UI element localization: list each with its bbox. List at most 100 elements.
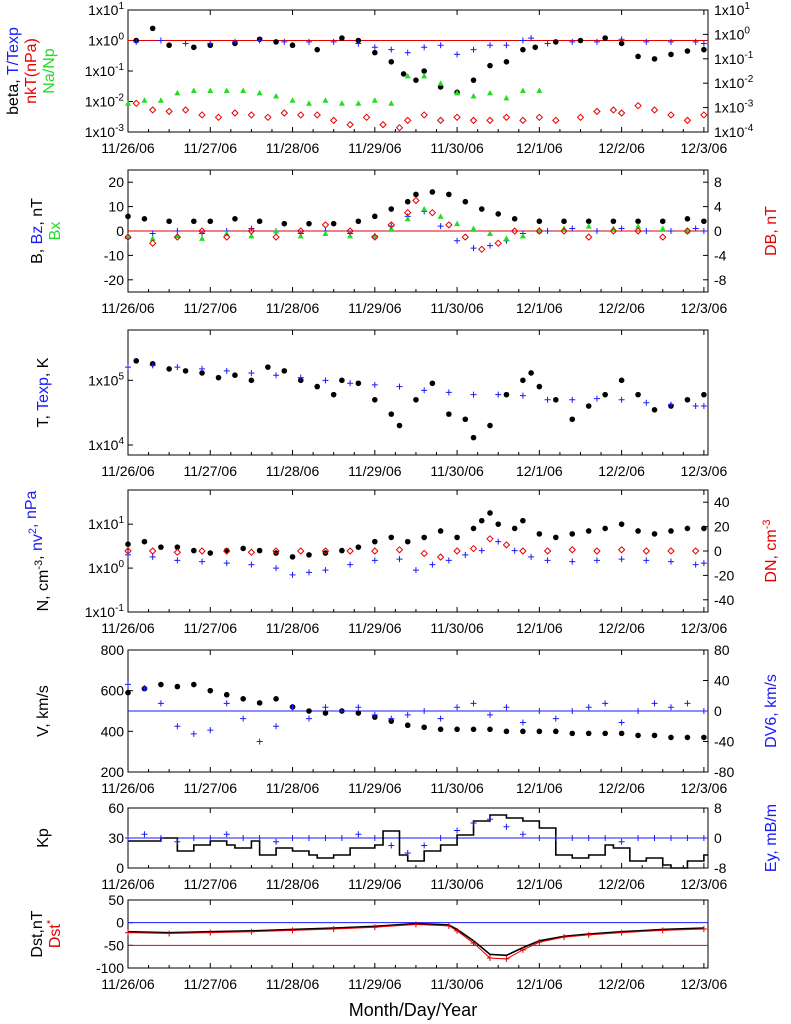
x-tick-label: 11/29/06 [348, 140, 402, 156]
data-point-plus [174, 364, 181, 371]
data-point-plus [454, 704, 461, 711]
data-point-dot [273, 696, 279, 702]
data-point-plus [692, 561, 699, 568]
data-point-dot [495, 521, 502, 527]
y-left-tick-label: 1x10-1 [85, 603, 125, 620]
data-point-dot [470, 525, 477, 532]
data-point-dot [372, 396, 378, 403]
data-point-dot [166, 218, 172, 225]
data-point-triangle [322, 97, 329, 103]
data-point-dot [610, 218, 617, 225]
data-point-diamond [461, 233, 470, 241]
data-point-diamond [436, 116, 445, 125]
data-point-plus [149, 362, 156, 369]
data-point-dot [520, 517, 526, 524]
data-point-plus [667, 704, 674, 711]
data-point-plus [412, 567, 419, 574]
data-point-diamond [478, 245, 486, 254]
data-point-dot [240, 696, 246, 702]
data-point-dot [404, 722, 411, 729]
data-point-plus [174, 557, 181, 564]
data-point-dot [388, 206, 395, 212]
data-point-plus [618, 556, 625, 563]
data-point-dot [446, 191, 452, 198]
x-tick-label: 11/29/06 [348, 976, 402, 992]
y-left-tick-label: 20 [108, 174, 124, 190]
data-point-dot [470, 434, 477, 441]
y-left-axis-title: V, km/s [35, 685, 52, 737]
data-point-diamond [148, 106, 157, 114]
data-point-dot [413, 77, 419, 83]
x-tick-label: 12/2/06 [598, 300, 645, 316]
panel-frame [127, 489, 709, 613]
data-point-dot [404, 538, 411, 545]
data-point-plus [618, 719, 625, 726]
data-point-plus [125, 551, 131, 558]
data-point-dot [520, 377, 526, 384]
y-right-tick-label: 1x100 [714, 25, 750, 42]
panel-p3: 11/26/06 11/27/06 11/28/06 11/29/06 11/30/06… [35, 329, 727, 479]
data-point-dot [388, 411, 395, 417]
data-point-dot [191, 681, 197, 688]
data-point-plus [248, 369, 255, 376]
data-point-plus [470, 391, 477, 398]
x-tick-label: 11/27/06 [184, 300, 238, 316]
data-point-dot [536, 218, 543, 225]
data-point-dot [256, 700, 263, 706]
x-tick-label: 11/26/06 [101, 620, 155, 636]
data-point-plus [322, 377, 329, 384]
x-tick-label: 11/28/06 [266, 463, 320, 479]
data-point-dot [585, 403, 592, 409]
data-point-plus [371, 44, 378, 51]
data-point-diamond [585, 233, 593, 241]
data-point-plus [421, 842, 428, 849]
y-right-tick-label: -4 [714, 247, 727, 263]
y-right-tick-label: -80 [714, 764, 734, 780]
x-tick-label: 12/1/06 [516, 140, 563, 156]
y-right-tick-label: -20 [714, 567, 734, 583]
data-point-plus [700, 403, 707, 410]
data-point-diamond [486, 535, 494, 543]
data-point-dot [585, 730, 592, 737]
data-point-triangle [190, 87, 197, 94]
data-point-plus [667, 835, 674, 841]
data-point-diamond [231, 109, 239, 117]
data-point-triangle [454, 220, 461, 227]
data-point-plus [207, 835, 214, 841]
data-point-plus [643, 38, 650, 45]
data-point-diamond [321, 221, 330, 229]
y-left-tick-label: 30 [108, 830, 124, 846]
x-tick-label: 11/28/06 [266, 140, 320, 156]
x-tick-label: 12/3/06 [681, 300, 728, 316]
data-point-plus [651, 835, 658, 841]
series-black [125, 510, 707, 560]
data-point-triangle [289, 97, 296, 103]
data-point-plus [511, 547, 518, 554]
data-point-triangle [437, 213, 444, 219]
data-point-plus [437, 835, 444, 841]
data-point-diamond [617, 109, 626, 117]
x-tick-label: 11/27/06 [184, 876, 238, 892]
y-left-axis-title: Bx [47, 222, 64, 241]
data-point-dot [232, 372, 238, 378]
y-right-axis-title: DV6, km/s [763, 674, 780, 748]
data-point-dot [248, 377, 255, 384]
data-point-diamond [247, 111, 256, 119]
x-tick-label: 12/3/06 [681, 876, 728, 892]
data-point-dot [635, 218, 641, 225]
data-point-triangle [256, 89, 263, 96]
data-point-plus [593, 38, 600, 45]
data-point-plus [330, 38, 337, 45]
y-right-tick-label: 1x101 [714, 1, 750, 18]
data-point-dot [569, 531, 576, 537]
y-left-tick-label: 10 [108, 199, 124, 215]
series-blue [125, 362, 707, 410]
data-point-triangle [273, 228, 280, 234]
data-point-plus [125, 681, 131, 688]
data-point-plus [371, 711, 378, 718]
data-point-triangle [223, 87, 230, 94]
data-point-dot [207, 687, 214, 694]
data-point-dot [569, 416, 576, 423]
data-point-diamond [453, 113, 461, 122]
data-point-dot [141, 216, 148, 222]
